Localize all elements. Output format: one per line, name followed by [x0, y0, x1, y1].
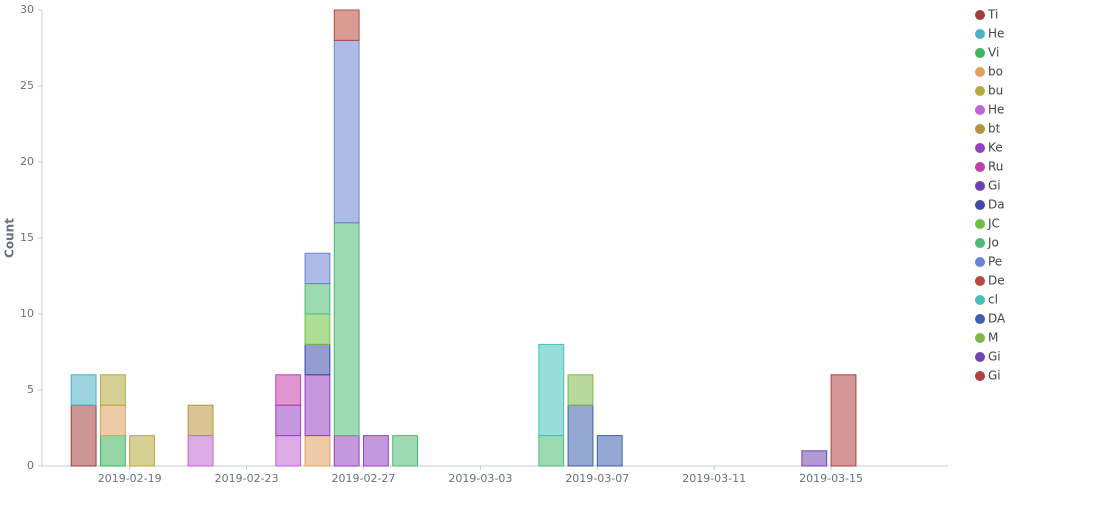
- legend-label[interactable]: Ti: [987, 8, 998, 22]
- legend-label[interactable]: Da: [988, 198, 1005, 212]
- bar-segment: [333, 222, 360, 437]
- legend-label[interactable]: bu: [988, 84, 1003, 98]
- legend-swatch: [975, 10, 985, 20]
- x-tick-label: 2019-03-07: [565, 472, 629, 485]
- bar-segment: [333, 9, 360, 41]
- legend-label[interactable]: JC: [987, 217, 1000, 231]
- y-tick-label: 10: [20, 307, 34, 320]
- legend-label[interactable]: M: [988, 331, 998, 345]
- legend-swatch: [975, 143, 985, 153]
- bar-segment: [304, 374, 331, 437]
- legend-swatch: [975, 162, 985, 172]
- bar-segment: [129, 435, 156, 467]
- bar-segment: [304, 252, 331, 285]
- bar-segment: [275, 374, 302, 406]
- y-tick-label: 20: [20, 155, 34, 168]
- legend-label[interactable]: bt: [988, 122, 1001, 136]
- legend-label[interactable]: Gi: [988, 350, 1001, 364]
- legend-swatch: [975, 219, 985, 229]
- x-tick-label: 2019-02-23: [215, 472, 279, 485]
- legend-swatch: [975, 371, 985, 381]
- legend-label[interactable]: Gi: [988, 179, 1001, 193]
- bar-segment: [70, 374, 97, 406]
- legend-swatch: [975, 352, 985, 362]
- legend-swatch: [975, 181, 985, 191]
- legend-label[interactable]: De: [988, 274, 1005, 288]
- bar-segment: [187, 404, 214, 437]
- legend-swatch: [975, 86, 985, 96]
- bar-segment: [275, 404, 302, 437]
- x-tick-label: 2019-03-03: [448, 472, 512, 485]
- y-axis-title: Count: [3, 218, 17, 258]
- legend-label[interactable]: Pe: [988, 255, 1002, 269]
- legend-label[interactable]: He: [988, 27, 1004, 41]
- legend-swatch: [975, 276, 985, 286]
- bar-segment: [801, 450, 828, 467]
- legend-swatch: [975, 29, 985, 39]
- bar-segment: [99, 435, 126, 467]
- legend-label[interactable]: Jo: [987, 236, 999, 250]
- bar-segment: [304, 313, 331, 345]
- y-tick-label: 5: [27, 383, 34, 396]
- legend-label[interactable]: Ru: [988, 160, 1003, 174]
- y-tick-label: 0: [27, 459, 34, 472]
- bar-segment: [99, 404, 126, 437]
- bar-segment: [275, 435, 302, 467]
- legend-swatch: [975, 124, 985, 134]
- legend-label[interactable]: cl: [988, 293, 998, 307]
- bar-segment: [304, 435, 331, 467]
- bar-segment: [567, 404, 594, 467]
- bar-segment: [596, 435, 623, 467]
- bar-segment: [333, 435, 360, 467]
- x-tick-label: 2019-03-11: [682, 472, 746, 485]
- legend-swatch: [975, 48, 985, 58]
- y-tick-label: 15: [20, 231, 34, 244]
- bar-segment: [70, 404, 97, 467]
- legend-swatch: [975, 200, 985, 210]
- bar-segment: [538, 343, 565, 437]
- bar-segment: [392, 435, 419, 467]
- legend-label[interactable]: DA: [988, 312, 1006, 326]
- legend-swatch: [975, 257, 985, 267]
- bar-segment: [187, 435, 214, 467]
- x-tick-label: 2019-02-27: [332, 472, 396, 485]
- legend-label[interactable]: bo: [988, 65, 1003, 79]
- legend-swatch: [975, 295, 985, 305]
- bar-segment: [333, 39, 360, 224]
- bar-segment: [304, 343, 331, 376]
- bar-segment: [567, 374, 594, 406]
- x-tick-label: 2019-03-15: [799, 472, 863, 485]
- legend-label[interactable]: Ke: [988, 141, 1003, 155]
- legend-label[interactable]: Vi: [988, 46, 999, 60]
- y-tick-label: 25: [20, 79, 34, 92]
- y-tick-label: 30: [20, 3, 34, 16]
- legend-swatch: [975, 314, 985, 324]
- bar-segment: [304, 283, 331, 315]
- legend-label[interactable]: Gi: [988, 369, 1001, 383]
- legend-swatch: [975, 105, 985, 115]
- legend-swatch: [975, 333, 985, 343]
- bar-segment: [830, 374, 857, 467]
- bar-segment: [538, 435, 565, 467]
- x-tick-label: 2019-02-19: [98, 472, 162, 485]
- bar-segment: [362, 435, 389, 467]
- legend-label[interactable]: He: [988, 103, 1004, 117]
- legend-swatch: [975, 67, 985, 77]
- bar-segment: [99, 374, 126, 406]
- legend-swatch: [975, 238, 985, 248]
